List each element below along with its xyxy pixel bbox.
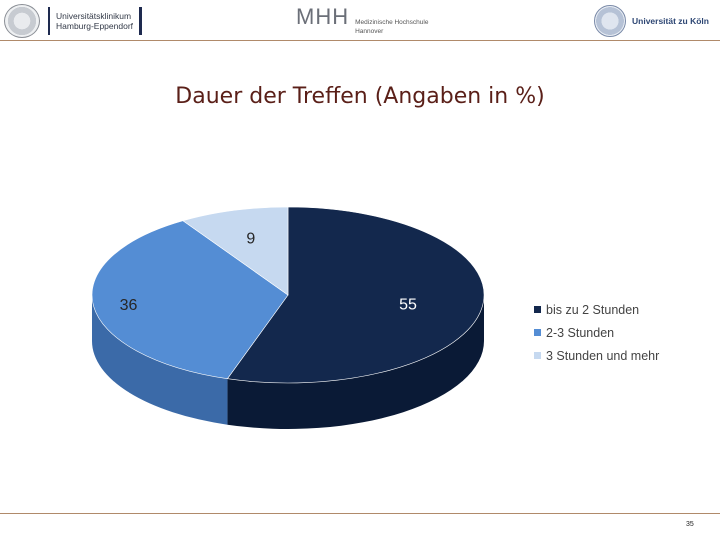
slide-title: Dauer der Treffen (Angaben in %): [175, 84, 545, 109]
pie-slice-3: [182, 206, 289, 296]
uke-name-line1: Universitätsklinikum: [56, 11, 132, 21]
legend-label: bis zu 2 Stunden: [546, 302, 640, 317]
pie-slice-2: [91, 220, 289, 380]
logo-divider: [48, 7, 50, 35]
data-label-2: 36: [120, 297, 138, 314]
legend-item-3: 3 Stunden und mehr: [534, 344, 659, 367]
pie-chart: 55 36 9: [91, 206, 485, 429]
legend-swatch: [534, 306, 541, 313]
pie-top: [91, 206, 485, 384]
logo-divider-right: [139, 7, 143, 35]
legend-swatch: [534, 352, 541, 359]
uke-seal-icon: [4, 4, 40, 38]
legend-swatch: [534, 329, 541, 336]
data-label-3: 9: [246, 231, 255, 248]
koeln-name: Universität zu Köln: [632, 16, 709, 26]
koeln-logo: Universität zu Köln: [594, 5, 714, 37]
uke-name-line2: Hamburg-Eppendorf: [56, 21, 134, 31]
page-number: 35: [686, 521, 694, 528]
uke-name: Universitätsklinikum Hamburg-Eppendorf: [56, 11, 133, 31]
pie-slice-side-1: [227, 295, 484, 429]
mhh-mark: MHH: [296, 4, 350, 29]
koeln-seal-icon: [594, 5, 626, 37]
mhh-name-line2: Hannover: [355, 28, 384, 35]
legend-item-1: bis zu 2 Stunden: [534, 298, 659, 321]
legend-item-2: 2-3 Stunden: [534, 321, 659, 344]
legend-label: 2-3 Stunden: [546, 325, 615, 340]
uke-logo: Universitätsklinikum Hamburg-Eppendorf: [4, 4, 144, 38]
mhh-name-line1: Medizinische Hochschule: [355, 19, 429, 26]
pie-slice-side-2: [92, 295, 228, 425]
slide-header: Universitätsklinikum Hamburg-Eppendorf M…: [0, 0, 720, 41]
chart-legend: bis zu 2 Stunden 2-3 Stunden 3 Stunden und…: [534, 298, 659, 367]
footer-divider: [0, 513, 720, 514]
header-divider: [0, 40, 720, 41]
pie-slice-1: [226, 206, 485, 384]
legend-label: 3 Stunden und mehr: [546, 348, 660, 363]
data-label-1: 55: [399, 297, 417, 314]
mhh-name: Medizinische Hochschule Hannover: [355, 18, 428, 36]
mhh-logo: MHH Medizinische Hochschule Hannover: [296, 4, 436, 38]
